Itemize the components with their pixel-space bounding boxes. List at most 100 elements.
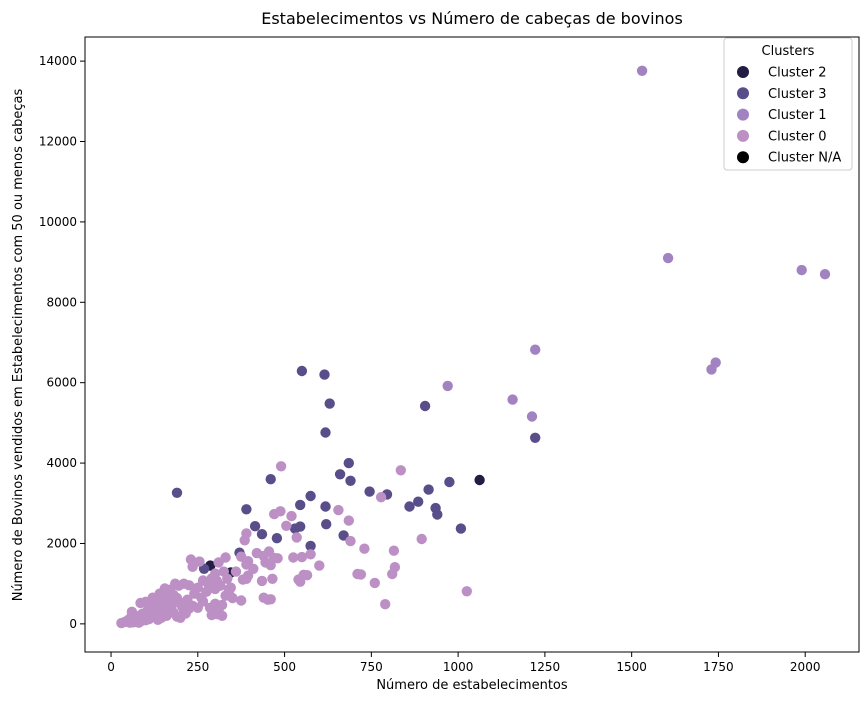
scatter-point — [364, 486, 375, 497]
scatter-point — [265, 560, 276, 571]
scatter-point — [432, 509, 443, 520]
plot-frame — [84, 36, 860, 653]
scatter-point — [269, 508, 280, 520]
scatter-point — [305, 540, 316, 552]
y-tick-label: 6000 — [46, 376, 77, 390]
scatter-point — [419, 400, 431, 412]
scatter-point — [249, 521, 261, 532]
scatter-point — [236, 595, 247, 606]
scatter-point — [369, 577, 380, 589]
scatter-point — [388, 545, 400, 556]
x-tick-label: 500 — [273, 660, 296, 674]
scatter-point — [305, 549, 316, 560]
scatter-point — [324, 398, 335, 409]
scatter-point — [296, 551, 308, 563]
scatter-point — [135, 597, 146, 609]
scatter-point — [416, 533, 427, 545]
scatter-point — [241, 504, 252, 515]
scatter-point — [267, 573, 278, 584]
scatter-point — [183, 580, 195, 591]
scatter-point — [442, 380, 453, 392]
scatter-point — [230, 566, 242, 577]
y-tick-label: 12000 — [39, 135, 77, 149]
scatter-point — [359, 543, 370, 554]
scatter-point — [380, 599, 391, 610]
scatter-point — [796, 264, 807, 276]
x-axis-label: Número de estabelecimentos — [376, 678, 568, 693]
scatter-point — [345, 475, 356, 486]
legend-title: Clusters — [762, 44, 815, 59]
scatter-point — [413, 496, 424, 507]
scatter-point — [116, 617, 127, 629]
scatter-point — [225, 582, 236, 593]
scatter-point — [216, 610, 228, 621]
scatter-point — [819, 269, 831, 280]
scatter-point — [461, 586, 472, 597]
scatter-point — [455, 523, 467, 534]
scatter-point — [530, 432, 541, 443]
scatter-point — [183, 603, 195, 614]
scatter-point — [343, 515, 354, 526]
legend-box — [723, 37, 853, 171]
scatter-point — [242, 556, 254, 567]
legend-marker — [737, 151, 749, 164]
scatter-point — [314, 560, 325, 571]
scatter-point — [319, 369, 330, 380]
scatter-point — [345, 535, 356, 547]
scatter-point — [164, 596, 176, 607]
scatter-point — [395, 465, 406, 476]
scatter-point — [187, 561, 198, 572]
legend-label: Cluster N/A — [768, 151, 841, 166]
scatter-point — [286, 510, 297, 522]
scatter-point — [241, 573, 252, 584]
scatter-point — [275, 461, 287, 472]
scatter-point — [444, 476, 455, 488]
scatter-point — [375, 492, 387, 503]
scatter-point — [272, 553, 283, 564]
scatter-point — [130, 610, 141, 621]
scatter-point — [206, 609, 217, 621]
y-tick-label: 10000 — [39, 215, 77, 229]
x-tick-label: 750 — [360, 660, 383, 674]
legend-label: Cluster 3 — [768, 87, 827, 102]
scatter-point — [305, 490, 316, 502]
legend-label: Cluster 1 — [768, 108, 827, 123]
scatter-point — [301, 570, 313, 581]
scatter-point — [706, 364, 717, 375]
scatter-point — [211, 575, 223, 587]
x-axis-ticks: 0 250 500 750 1000 1250 1500 1750 2000 — [107, 652, 820, 674]
scatter-point — [320, 427, 331, 438]
scatter-point — [334, 469, 346, 480]
x-tick-label: 250 — [186, 660, 209, 674]
scatter-point — [210, 598, 221, 609]
scatter-point — [355, 569, 367, 580]
scatter-point — [171, 487, 183, 498]
scatter-point — [281, 520, 292, 531]
scatter-point — [265, 474, 276, 485]
scatter-point — [227, 592, 238, 604]
scatter-point — [321, 519, 332, 530]
legend-marker — [737, 129, 749, 142]
scatter-point — [526, 411, 538, 422]
scatter-point — [507, 394, 518, 405]
scatter-point — [320, 501, 331, 512]
scatter-point — [389, 562, 401, 573]
scatter-point — [222, 573, 233, 584]
scatter-point — [474, 474, 485, 486]
scatter-point — [256, 575, 268, 587]
scatter-point — [295, 499, 306, 511]
scatter-point — [423, 484, 434, 495]
scatter-point — [662, 252, 674, 264]
y-axis-label: Número de Bovinos vendidos em Estabeleci… — [11, 88, 26, 601]
y-axis-ticks: 0 2000 4000 6000 8000 10000 12000 14000 — [39, 54, 85, 631]
scatter-point — [295, 521, 306, 532]
x-tick-label: 0 — [107, 660, 115, 674]
chart-title: Estabelecimentos vs Número de cabeças de… — [261, 9, 683, 28]
scatter-point — [291, 532, 302, 543]
scatter-point — [333, 504, 344, 516]
scatter-point — [239, 535, 250, 546]
x-tick-label: 1750 — [703, 660, 734, 674]
y-tick-label: 14000 — [39, 54, 77, 68]
y-tick-label: 4000 — [46, 456, 77, 470]
